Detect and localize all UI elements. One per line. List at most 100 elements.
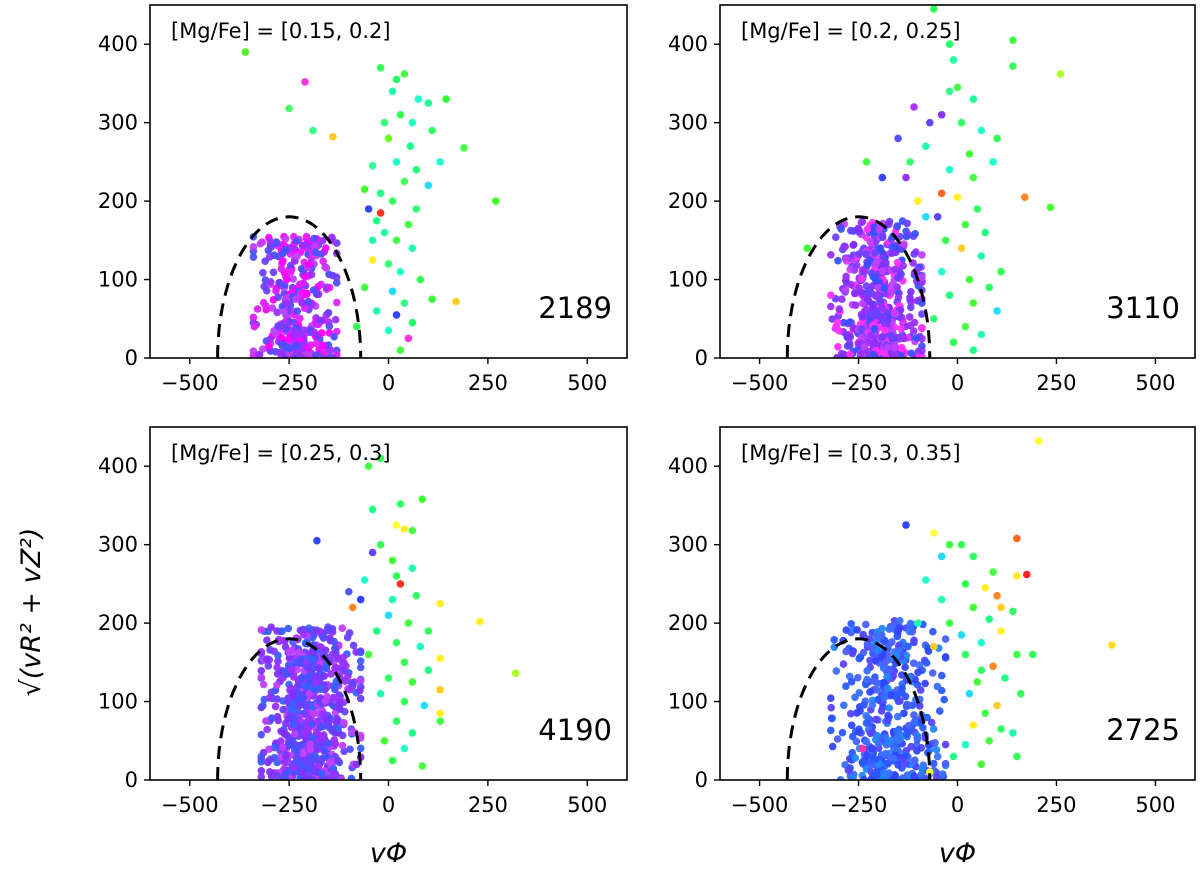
- data-point: [923, 713, 931, 722]
- data-point: [910, 772, 918, 780]
- data-point: [881, 326, 889, 335]
- y-tick-label: 300: [668, 111, 708, 135]
- data-point: [913, 734, 921, 742]
- data-point: [292, 237, 301, 245]
- data-point: [905, 313, 914, 321]
- data-point: [900, 709, 908, 718]
- y-tick-label: 400: [668, 454, 708, 478]
- data-point: [257, 626, 266, 634]
- data-point: [924, 647, 933, 655]
- data-point: [930, 315, 938, 323]
- data-point: [803, 244, 811, 252]
- data-point: [436, 717, 445, 725]
- y-tick-label: 200: [668, 189, 708, 213]
- data-point: [279, 249, 287, 258]
- data-point: [867, 775, 876, 780]
- data-point: [356, 663, 365, 672]
- data-point: [888, 249, 896, 257]
- data-point: [897, 325, 905, 333]
- data-point: [334, 654, 342, 663]
- data-point: [309, 126, 317, 135]
- data-point: [969, 721, 978, 729]
- data-point: [993, 591, 1001, 600]
- data-point: [965, 275, 974, 284]
- data-point: [273, 695, 282, 703]
- data-point: [839, 318, 848, 327]
- data-point: [989, 568, 997, 576]
- data-point: [330, 637, 338, 646]
- data-point: [891, 351, 899, 358]
- data-point: [321, 747, 329, 755]
- data-point: [320, 734, 328, 742]
- data-point: [858, 313, 866, 321]
- data-point: [257, 767, 266, 775]
- data-point: [863, 261, 872, 269]
- data-point: [930, 5, 938, 13]
- data-point: [257, 752, 266, 761]
- data-point: [861, 758, 870, 766]
- data-point: [953, 83, 962, 92]
- data-point: [319, 347, 328, 355]
- data-point: [898, 344, 906, 353]
- data-point: [869, 350, 878, 358]
- data-point: [852, 301, 860, 310]
- data-point: [376, 454, 385, 463]
- data-point: [833, 353, 841, 358]
- x-tick-label: 500: [1135, 371, 1175, 395]
- data-point: [333, 298, 341, 307]
- data-point: [368, 505, 377, 514]
- data-point: [396, 580, 405, 588]
- data-point: [846, 333, 854, 341]
- data-point: [887, 332, 895, 340]
- data-point: [883, 343, 892, 352]
- data-point: [396, 500, 405, 508]
- data-point: [879, 679, 888, 687]
- data-point: [918, 324, 926, 332]
- data-point: [380, 118, 389, 127]
- data-point: [846, 318, 854, 326]
- data-point: [985, 615, 993, 623]
- y-tick-label: 0: [125, 768, 138, 792]
- y-tick-label: 200: [668, 611, 708, 635]
- data-point: [847, 280, 855, 289]
- data-point: [259, 345, 267, 353]
- y-tick-label: 200: [98, 611, 138, 635]
- data-point: [376, 189, 385, 198]
- data-point: [857, 275, 866, 283]
- x-tick-label: 0: [382, 371, 395, 395]
- data-point: [263, 286, 271, 295]
- data-point: [284, 715, 292, 723]
- data-point: [331, 739, 340, 748]
- data-point: [414, 95, 423, 103]
- data-point: [879, 252, 887, 261]
- data-point: [847, 721, 856, 730]
- data-point: [249, 253, 258, 261]
- data-point: [269, 268, 278, 277]
- data-point: [266, 755, 275, 763]
- data-point: [919, 723, 927, 732]
- data-point: [945, 291, 954, 300]
- data-point: [916, 702, 924, 710]
- data-point: [298, 241, 307, 250]
- data-point: [883, 672, 891, 681]
- data-point: [941, 653, 950, 661]
- data-point: [274, 716, 283, 725]
- data-point: [839, 351, 848, 358]
- data-point: [893, 727, 902, 735]
- data-point: [298, 299, 306, 308]
- data-point: [949, 752, 958, 761]
- data-point: [424, 99, 433, 107]
- data-point: [846, 350, 854, 358]
- data-point: [902, 232, 911, 241]
- data-point: [384, 611, 393, 620]
- data-point: [263, 636, 271, 644]
- data-point: [926, 118, 934, 127]
- data-point: [343, 633, 352, 642]
- data-point: [885, 769, 893, 777]
- data-point: [388, 595, 397, 604]
- data-point: [364, 205, 373, 213]
- data-point: [384, 674, 393, 682]
- data-point: [891, 310, 900, 318]
- data-point: [918, 273, 926, 281]
- data-point: [941, 759, 950, 768]
